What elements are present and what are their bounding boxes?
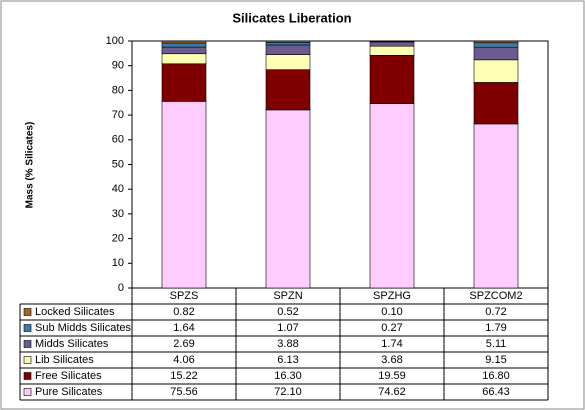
- bar-segment: [265, 44, 311, 55]
- bar-segment: [473, 123, 519, 289]
- table-value: 74.62: [378, 386, 406, 398]
- table-value: 0.52: [277, 306, 298, 318]
- y-tick-label: 80: [112, 84, 124, 96]
- bar-segment: [265, 41, 311, 46]
- table-value: 15.22: [170, 370, 198, 382]
- x-tick-label: SPZS: [170, 290, 199, 302]
- y-tick-label: 10: [112, 257, 124, 269]
- bar-segment: [369, 103, 415, 289]
- legend-label: Lib Silicates: [35, 354, 94, 366]
- legend-label: Midds Silicates: [35, 338, 109, 350]
- table-value: 5.11: [486, 338, 507, 350]
- legend-label: Sub Midds Silicates: [35, 322, 131, 334]
- table-value: 75.56: [170, 386, 198, 398]
- table-value: 0.82: [173, 306, 194, 318]
- table-value: 2.69: [173, 338, 194, 350]
- y-tick-label: 60: [112, 134, 124, 146]
- bar-segment: [161, 40, 207, 44]
- table-value: 9.15: [485, 354, 506, 366]
- y-tick-label: 0: [118, 282, 124, 294]
- y-tick-label: 20: [112, 233, 124, 245]
- x-tick-label: SPZHG: [373, 290, 411, 302]
- bar-segment: [161, 63, 207, 102]
- legend-swatch: [23, 356, 32, 364]
- y-tick-label: 50: [112, 158, 124, 170]
- legend-swatch: [23, 308, 32, 316]
- table-value: 66.43: [482, 386, 510, 398]
- x-tick-label: SPZCOM2: [469, 290, 522, 302]
- table-value: 4.06: [173, 354, 194, 366]
- bar-segment: [369, 45, 415, 56]
- y-axis-label: Mass (% Silicates): [25, 122, 36, 209]
- table-value: 0.10: [381, 306, 402, 318]
- bar-segment: [161, 101, 207, 289]
- table-value: 6.13: [277, 354, 298, 366]
- bar-segment: [369, 55, 415, 104]
- table-value: 16.30: [274, 370, 302, 382]
- legend-swatch: [23, 388, 32, 396]
- y-tick-label: 40: [112, 183, 124, 195]
- legend-label: Pure Silicates: [35, 386, 103, 398]
- y-tick-label: 30: [112, 208, 124, 220]
- y-tick-label: 100: [106, 35, 124, 47]
- bar-segment: [369, 41, 415, 47]
- table-value: 1.07: [277, 322, 298, 334]
- bar-segment: [161, 42, 207, 48]
- table-value: 0.72: [485, 306, 506, 318]
- y-tick-label: 70: [112, 109, 124, 121]
- table-value: 3.88: [277, 338, 298, 350]
- table-value: 16.80: [482, 370, 510, 382]
- bar-segment: [265, 109, 311, 289]
- table-value: 1.74: [381, 338, 402, 350]
- bar-segment: [265, 40, 311, 43]
- table-value: 1.64: [173, 322, 194, 334]
- legend-swatch: [23, 340, 32, 348]
- legend-swatch: [23, 372, 32, 380]
- bar-segment: [265, 54, 311, 70]
- bar-segment: [473, 42, 519, 48]
- x-tick-label: SPZN: [273, 290, 302, 302]
- legend-label: Locked Silicates: [35, 306, 115, 318]
- table-value: 1.79: [485, 322, 506, 334]
- legend-label: Free Silicates: [35, 370, 102, 382]
- legend-swatch: [23, 324, 32, 332]
- bar-segment: [473, 46, 519, 61]
- bar-segment: [265, 69, 311, 111]
- table-value: 0.27: [381, 322, 402, 334]
- table-value: 3.68: [381, 354, 402, 366]
- chart-title: Silicates Liberation: [232, 10, 351, 25]
- bar-segment: [473, 59, 519, 83]
- bar-segment: [473, 40, 519, 44]
- bar-segment: [161, 53, 207, 65]
- bar-segment: [473, 82, 519, 125]
- table-value: 72.10: [274, 386, 302, 398]
- bar-segment: [161, 46, 207, 55]
- table-value: 19.59: [378, 370, 406, 382]
- y-tick-label: 90: [112, 60, 124, 72]
